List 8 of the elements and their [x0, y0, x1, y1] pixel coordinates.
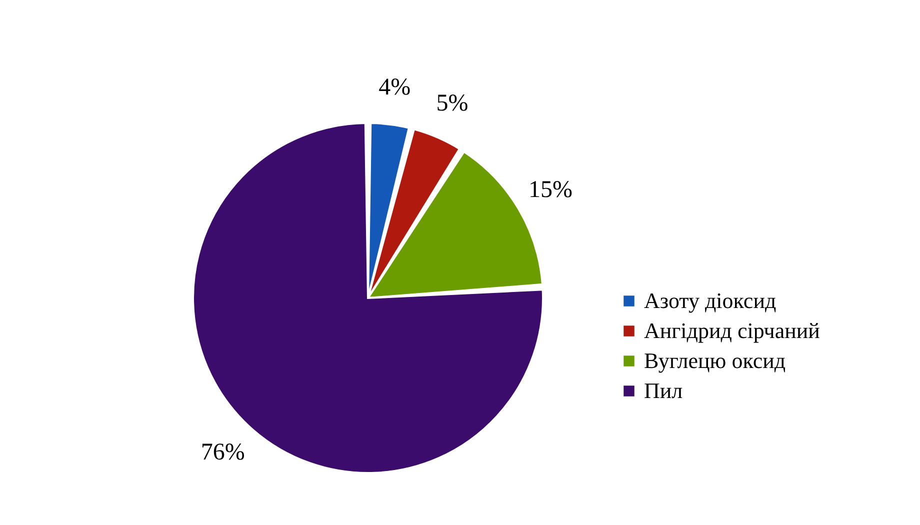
legend-label: Пил — [644, 378, 683, 403]
legend-label: Азоту діоксид — [644, 288, 776, 313]
legend-label: Ангідрид сірчаний — [644, 318, 820, 343]
data-label: 4% — [378, 74, 411, 101]
legend-label: Вуглецю оксид — [644, 348, 786, 373]
data-label: 76% — [200, 440, 245, 466]
data-label: 15% — [528, 177, 572, 204]
data-label: 5% — [436, 90, 468, 116]
